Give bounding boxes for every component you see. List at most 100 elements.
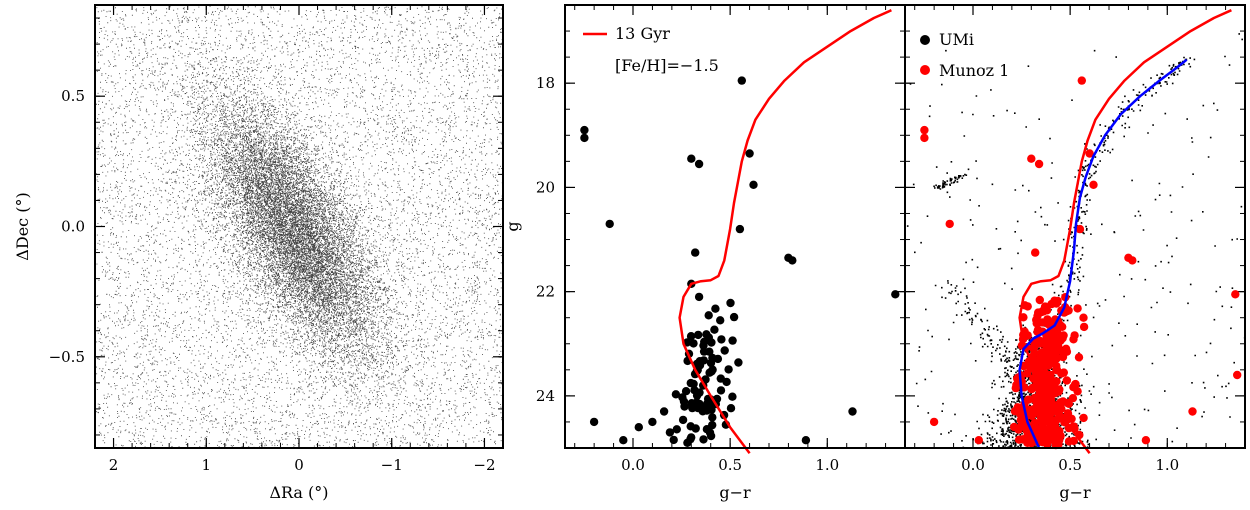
- star-point: [689, 339, 698, 348]
- star-point: [687, 433, 696, 442]
- munoz1-star-point: [1034, 363, 1044, 372]
- star-point: [634, 423, 643, 432]
- y-tick-label: 20: [536, 178, 555, 196]
- star-point: [695, 388, 704, 397]
- munoz1-star-point: [920, 133, 929, 143]
- munoz1-star-point: [1037, 425, 1046, 435]
- y-tick-label: 0.0: [61, 218, 85, 236]
- star-point: [891, 290, 900, 299]
- munoz1-star-point: [1071, 380, 1080, 389]
- munoz1-star-point: [1037, 416, 1046, 425]
- star-point: [691, 248, 700, 257]
- star-point: [735, 224, 745, 234]
- cmd-comparison-panel: 0.0 0.5 1.0 g−r UMi Munoz 1: [905, 4, 1246, 502]
- star-point: [605, 219, 614, 229]
- munoz1-star-point: [1064, 399, 1074, 408]
- munoz1-star-point: [1045, 413, 1054, 422]
- sky-map-points: [96, 6, 503, 448]
- star-point: [726, 298, 735, 308]
- star-point: [689, 379, 698, 389]
- munoz1-star-point: [1141, 436, 1151, 445]
- munoz1-star-point: [1054, 440, 1063, 449]
- star-point: [729, 312, 739, 322]
- star-point: [665, 428, 675, 437]
- munoz1-star-point: [1027, 154, 1036, 163]
- munoz1-star-point: [1061, 344, 1071, 353]
- star-point: [734, 358, 743, 367]
- munoz1-star-point: [1014, 435, 1024, 444]
- munoz1-star-point: [1028, 343, 1038, 353]
- star-point: [694, 292, 704, 302]
- star-point: [686, 332, 696, 341]
- x-tick-label: 0: [294, 456, 304, 474]
- y-tick-label: 18: [536, 74, 555, 92]
- star-point: [695, 361, 705, 370]
- munoz1-star-point: [1031, 248, 1040, 257]
- isochrone-13-gyr-line: [678, 9, 892, 454]
- cmd-isochrone-y-axis-label: g: [503, 221, 522, 231]
- munoz1-star-point: [1032, 319, 1041, 328]
- star-point: [669, 435, 678, 445]
- munoz1-star-point: [1059, 331, 1068, 340]
- star-point: [700, 337, 709, 346]
- x-tick-label: −2: [473, 456, 495, 474]
- star-point: [694, 159, 704, 169]
- munoz1-star-point: [1045, 317, 1054, 327]
- star-point: [708, 365, 717, 374]
- star-point: [672, 425, 681, 434]
- star-point: [699, 435, 708, 444]
- x-tick-label: 0.5: [1058, 456, 1082, 474]
- munoz1-star-point: [1050, 386, 1060, 395]
- munoz1-star-point: [1079, 413, 1088, 423]
- munoz1-star-point: [1032, 397, 1041, 407]
- star-point: [681, 387, 691, 396]
- star-point: [698, 407, 707, 416]
- star-point: [724, 365, 733, 374]
- x-tick-label: 2: [109, 456, 119, 474]
- star-point: [728, 336, 737, 345]
- munoz1-star-point: [1128, 256, 1137, 265]
- cmd-comparison-tick-labels: 0.0 0.5 1.0: [961, 456, 1179, 474]
- sky-map-tick-labels: 2 1 0 −1 −2 0.5 0.0 −0.5: [49, 87, 496, 474]
- legend-umi-marker: [920, 35, 930, 45]
- sky-map-y-axis-label: ΔDec (°): [13, 192, 32, 260]
- munoz1-star-point: [1233, 370, 1242, 380]
- star-point: [580, 125, 589, 135]
- munoz1-star-point: [1042, 372, 1052, 382]
- star-point: [737, 76, 746, 85]
- star-point: [619, 436, 628, 445]
- munoz1-star-point: [1013, 403, 1022, 412]
- munoz1-star-point: [945, 219, 954, 229]
- y-tick-label: 0.5: [61, 87, 85, 105]
- star-point: [716, 386, 726, 395]
- star-point: [706, 404, 715, 413]
- star-point: [788, 256, 797, 265]
- star-point: [648, 417, 657, 427]
- munoz1-star-point: [1029, 374, 1038, 383]
- munoz1-star-point: [1040, 347, 1050, 357]
- x-tick-label: 0.0: [621, 456, 645, 474]
- star-point: [686, 422, 695, 431]
- munoz1-star-point: [1035, 295, 1045, 305]
- star-point: [720, 346, 729, 355]
- star-point: [717, 335, 726, 344]
- munoz1-star-point: [1062, 376, 1072, 385]
- legend-munoz1-label: Munoz 1: [939, 61, 1009, 80]
- star-point: [711, 304, 720, 313]
- star-point: [694, 330, 703, 340]
- star-point: [749, 180, 758, 189]
- star-point: [745, 149, 754, 158]
- sky-map-panel: 2 1 0 −1 −2 0.5 0.0 −0.5 ΔRa (°) ΔDec (°): [13, 4, 504, 502]
- cmd-isochrone-tick-labels: 0.0 0.5 1.0 18 20 22 24: [536, 74, 839, 474]
- legend-13-gyr-label: 13 Gyr: [615, 24, 670, 43]
- legend-umi-label: UMi: [939, 30, 974, 49]
- munoz1-star-point: [1188, 407, 1197, 416]
- munoz1-star-point: [1011, 383, 1020, 393]
- star-point: [716, 316, 725, 325]
- munoz1-star-point: [1040, 302, 1050, 311]
- star-point: [678, 415, 688, 425]
- star-point: [680, 402, 689, 411]
- star-point: [708, 413, 717, 422]
- munoz1-star-point: [1034, 159, 1044, 169]
- star-point: [688, 403, 697, 413]
